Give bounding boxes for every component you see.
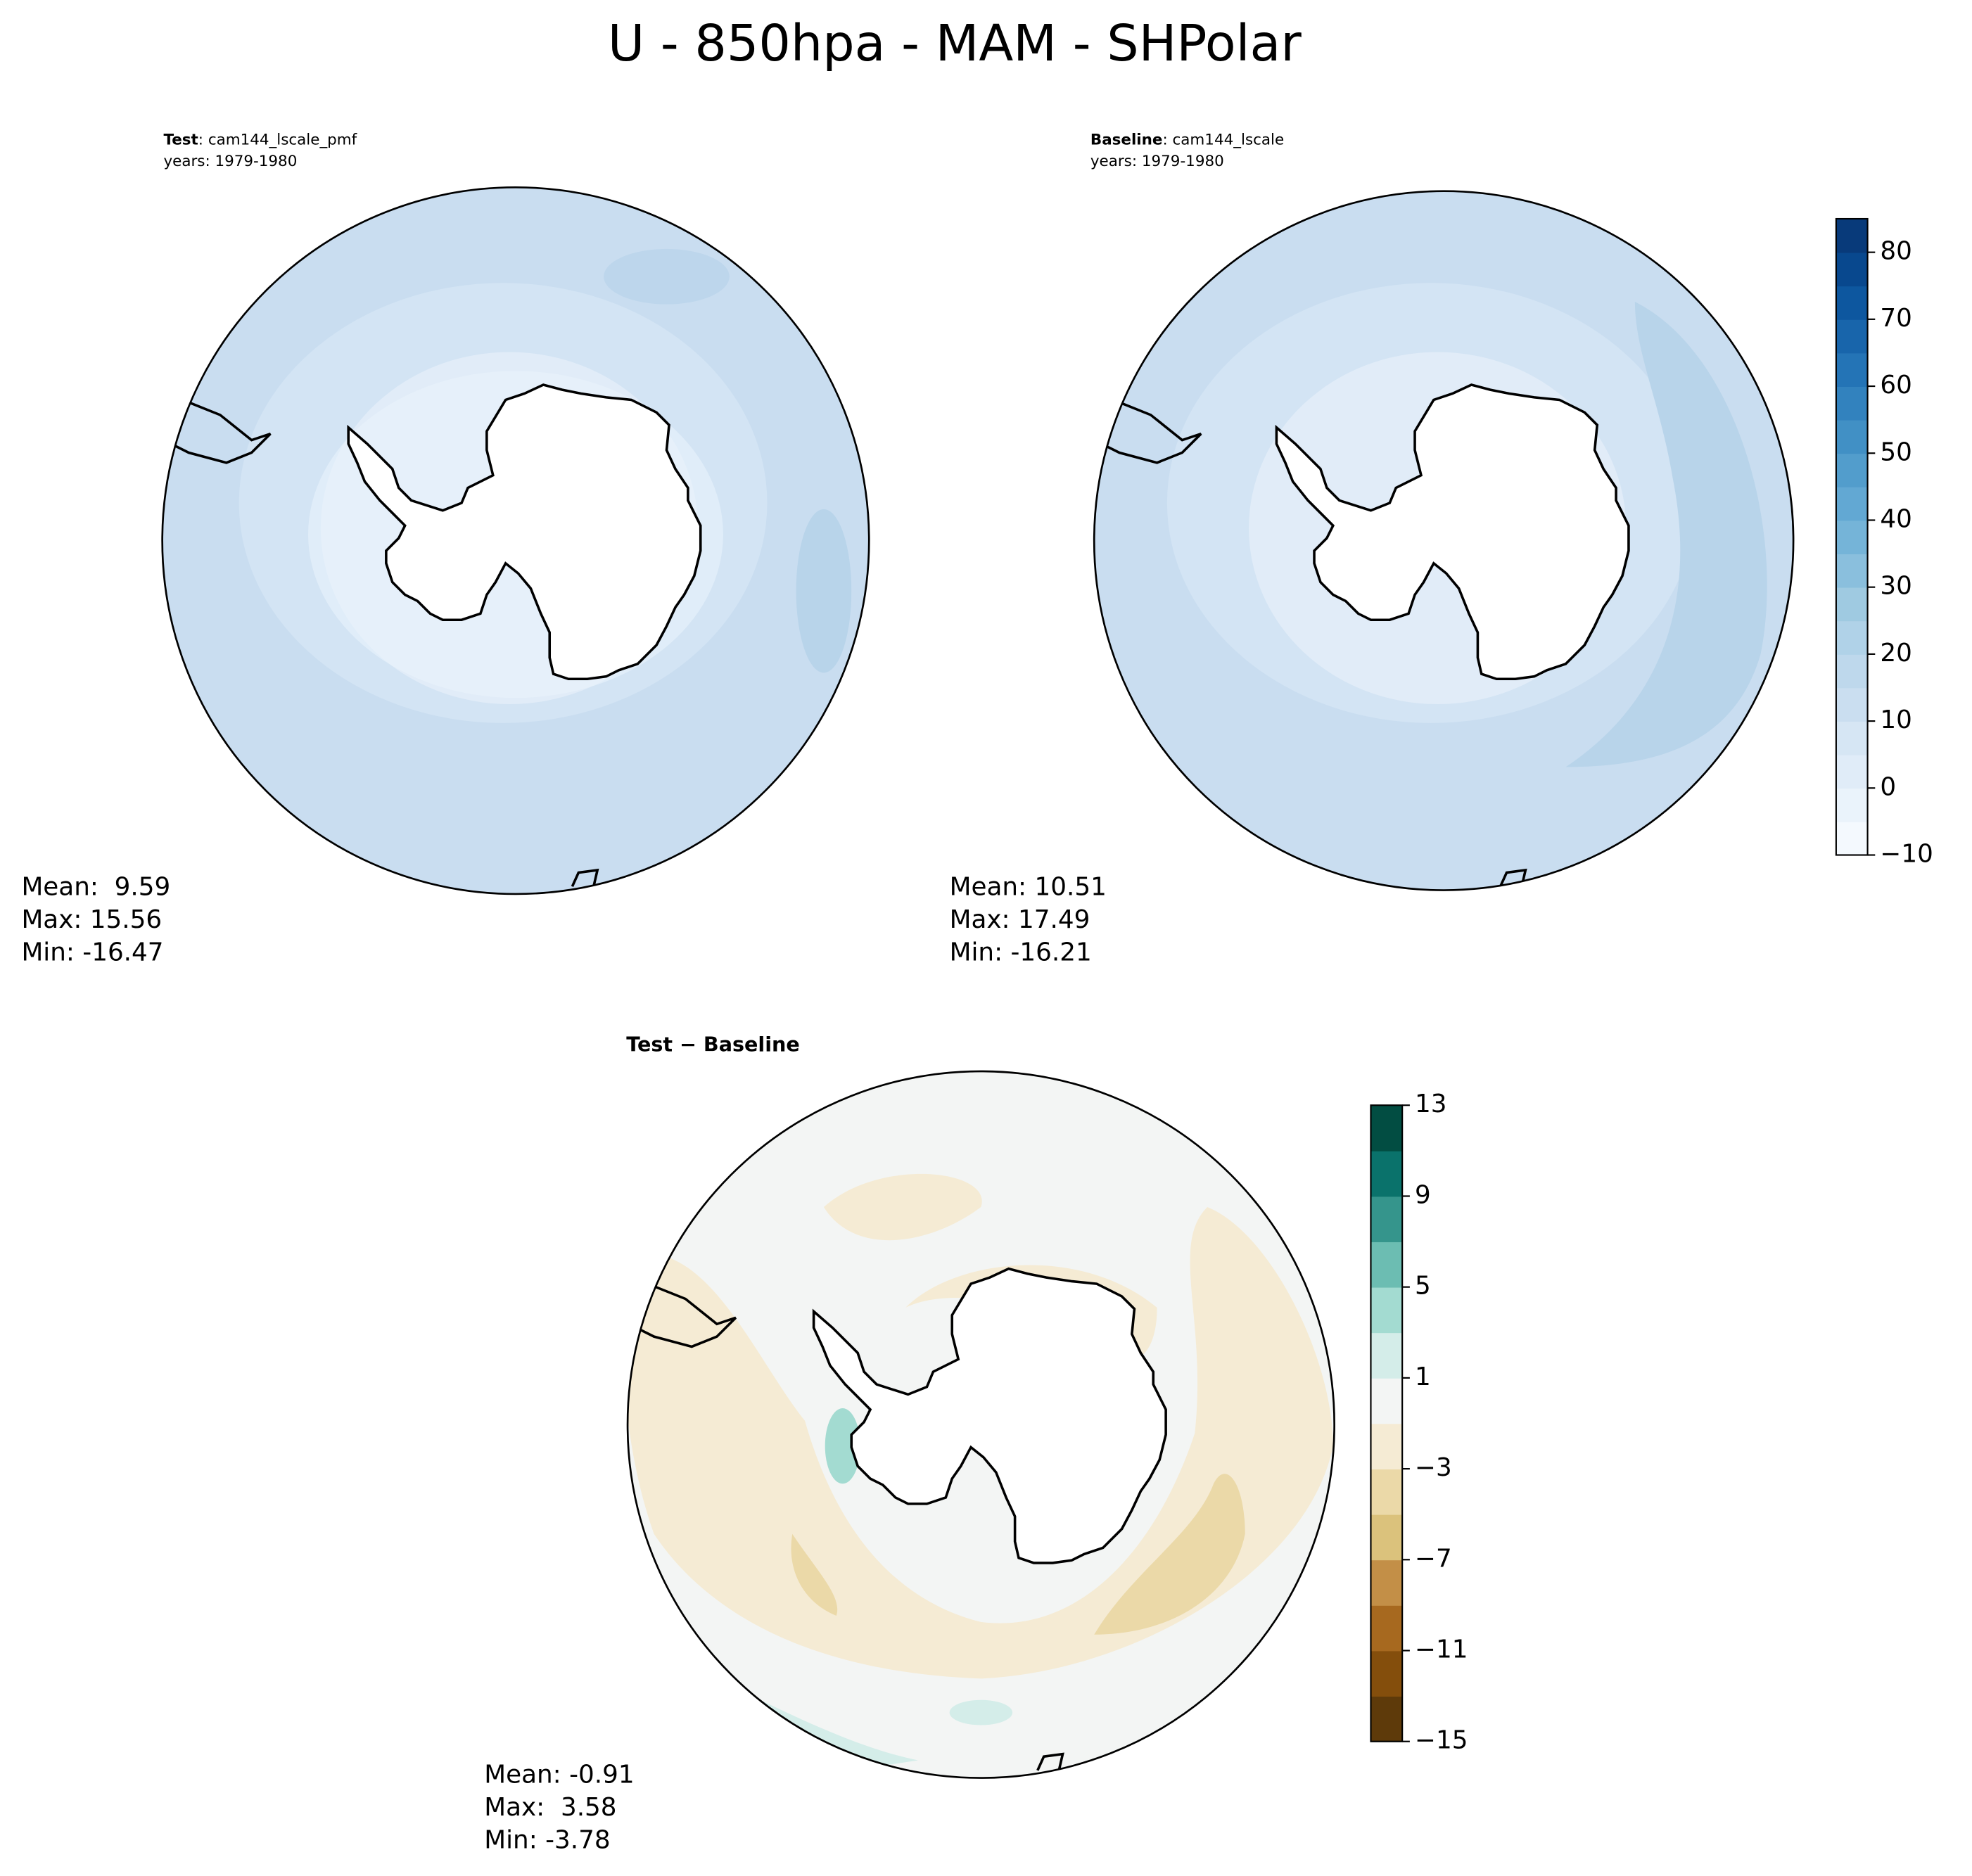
colorbars: −10 0 10 20 30 40 50 60 70 80 −15 −11 −7 −3 1 5 9 13 <box>1370 217 1933 1755</box>
years: years: 1979-1980 <box>1090 153 1224 170</box>
colorbar-band <box>1370 1469 1403 1515</box>
colorbar-tick-label: 50 <box>1880 438 1912 466</box>
stat-line: Max: 17.49 <box>950 905 1090 934</box>
panel-label-name: Test <box>163 132 198 149</box>
map-border <box>161 186 870 895</box>
stat-line: Min: -16.47 <box>21 938 163 967</box>
stat-line: Mean: 10.51 <box>950 873 1107 902</box>
colorbar-tick-label: −15 <box>1415 1726 1468 1755</box>
colorbar-band <box>1370 1559 1403 1606</box>
colorbar-band <box>1370 1696 1403 1742</box>
stats: Mean: 9.59 Max: 15.56 Min: -16.47 Mean: 10.… <box>21 873 1106 1855</box>
colorbar-tick-label: 5 <box>1415 1272 1431 1301</box>
panel-label: Test: cam144_lscale_pmf <box>163 132 357 149</box>
colorbar-band <box>1370 1105 1403 1151</box>
colorbar-band <box>1836 386 1868 421</box>
colorbar-band <box>1836 821 1868 856</box>
colorbar-band <box>1370 1650 1403 1697</box>
stat-line: Max: 15.56 <box>21 905 162 934</box>
colorbar-band <box>1370 1377 1403 1424</box>
colorbar-frame <box>1835 217 1869 856</box>
colorbar-tick-label: 1 <box>1415 1363 1431 1391</box>
colorbar-band <box>1836 687 1868 722</box>
colorbar-band <box>1370 1604 1403 1652</box>
colorbar-band <box>1836 554 1868 588</box>
colorbar-tick-label: −3 <box>1415 1453 1452 1482</box>
colorbar-band <box>1370 1423 1403 1469</box>
colorbar-band <box>1836 721 1868 755</box>
colorbar-tick-label: 60 <box>1880 371 1912 400</box>
colorbar-band <box>1370 1242 1403 1288</box>
colorbar-band <box>1370 1514 1403 1561</box>
colorbar-tick-label: 9 <box>1415 1180 1431 1209</box>
map-baseline <box>1094 191 1794 891</box>
colorbar-tick-label: −10 <box>1880 840 1933 869</box>
colorbar-tick-label: 20 <box>1880 639 1912 668</box>
colorbar-tick-label: 30 <box>1880 572 1912 601</box>
colorbar-band <box>1836 587 1868 622</box>
case-name: : cam144_lscale_pmf <box>198 132 357 149</box>
colorbar-band <box>1836 419 1868 454</box>
colorbar-band <box>1370 1287 1403 1334</box>
panel-label: Test − Baseline <box>626 1032 800 1056</box>
panel-label-name: Baseline <box>1090 132 1163 149</box>
stat-line: Max: 3.58 <box>484 1793 616 1822</box>
colorbar-tick-label: −7 <box>1415 1544 1452 1573</box>
colorbar-tick-label: −11 <box>1415 1635 1468 1664</box>
colorbar-band <box>1836 486 1868 521</box>
colorbar-tick-label: 80 <box>1880 237 1912 266</box>
stat-line: Mean: 9.59 <box>21 873 170 902</box>
colorbar-band <box>1836 219 1868 253</box>
colorbar-band <box>1370 1150 1403 1197</box>
stat-line: Min: -16.21 <box>950 938 1092 967</box>
colorbar-band <box>1370 1196 1403 1242</box>
map-test <box>162 187 870 894</box>
colorbar-band <box>1836 453 1868 487</box>
stat-line: Mean: -0.91 <box>484 1761 634 1789</box>
map-border <box>1093 190 1795 891</box>
panel-label: Baseline: cam144_lscale <box>1090 132 1284 149</box>
colorbar-band <box>1836 319 1868 354</box>
colorbar-tick-label: 40 <box>1880 504 1912 533</box>
colorbar-band <box>1836 620 1868 655</box>
figure-title: U - 850hpa - MAM - SHPolar <box>608 14 1302 72</box>
colorbar-tick-label: 10 <box>1880 706 1912 734</box>
colorbar-tick-label: 13 <box>1415 1090 1446 1118</box>
colorbar-band <box>1836 653 1868 689</box>
colorbar-band <box>1836 754 1868 789</box>
colorbar-band <box>1836 286 1868 320</box>
case-name: : cam144_lscale <box>1162 132 1284 149</box>
years: years: 1979-1980 <box>163 153 297 170</box>
map-border <box>626 1070 1335 1779</box>
colorbar-tick-label: 0 <box>1880 772 1896 801</box>
colorbar-band <box>1836 252 1868 287</box>
stat-line: Min: -3.78 <box>484 1826 610 1855</box>
colorbar-tick-label: 70 <box>1880 304 1912 333</box>
colorbar-band <box>1370 1332 1403 1379</box>
colorbar-band <box>1836 352 1868 387</box>
map-difference <box>628 1071 1335 1778</box>
colorbar-frame <box>1370 1104 1404 1742</box>
colorbar-band <box>1836 520 1868 554</box>
colorbar-band <box>1836 788 1868 822</box>
